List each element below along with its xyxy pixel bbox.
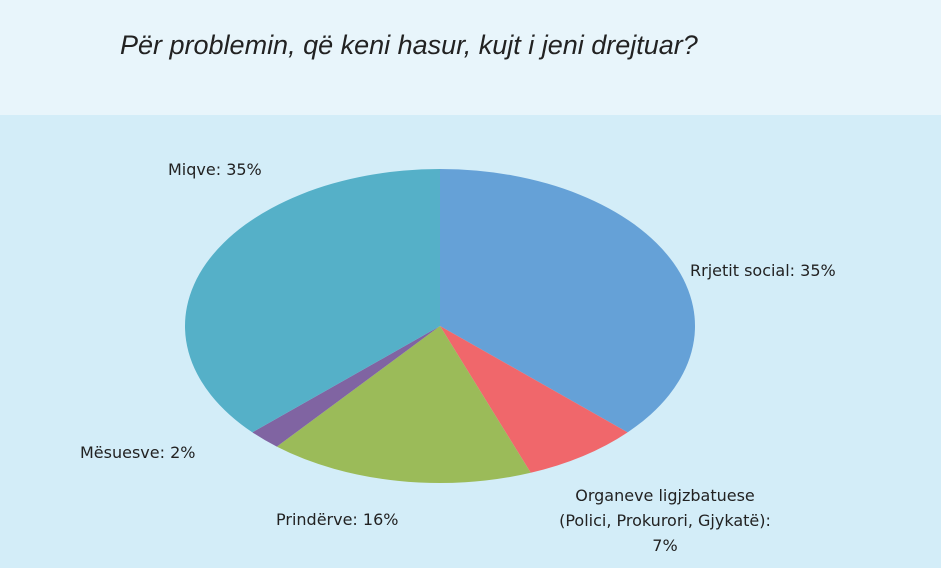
slice-label: Mësuesve: 2% — [80, 443, 196, 462]
header-band — [0, 0, 941, 115]
pie-slice — [440, 326, 628, 473]
chart-title: Për problemin, që keni hasur, kujt i jen… — [120, 30, 698, 60]
pie-slice — [184, 169, 440, 433]
slice-label: Miqve: 35% — [168, 160, 262, 179]
pie-slice — [276, 326, 531, 483]
pie-slice — [252, 326, 440, 447]
pie-slice — [440, 169, 696, 433]
slice-label: Organeve ligjzbatuese (Polici, Prokurori… — [559, 486, 771, 555]
slice-label: Prindërve: 16% — [276, 510, 399, 529]
slice-label: Rrjetit social: 35% — [690, 261, 836, 280]
